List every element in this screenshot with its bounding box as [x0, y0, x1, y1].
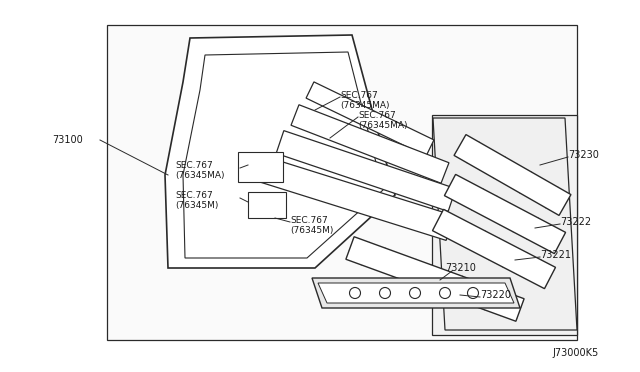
Circle shape — [349, 288, 360, 298]
Text: J73000K5: J73000K5 — [552, 348, 598, 358]
Text: SEC.767: SEC.767 — [175, 160, 212, 170]
Text: 73221: 73221 — [540, 250, 571, 260]
Polygon shape — [291, 105, 449, 183]
Polygon shape — [433, 118, 577, 330]
Polygon shape — [107, 25, 577, 340]
Text: (76345MA): (76345MA) — [358, 121, 408, 129]
Text: SEC.767: SEC.767 — [358, 110, 396, 119]
Text: 73220: 73220 — [480, 290, 511, 300]
Text: 73210: 73210 — [445, 263, 476, 273]
Text: (76345MA): (76345MA) — [175, 170, 225, 180]
Text: SEC.767: SEC.767 — [290, 215, 328, 224]
Polygon shape — [454, 135, 571, 215]
Text: 73100: 73100 — [52, 135, 83, 145]
Polygon shape — [276, 131, 456, 211]
Polygon shape — [433, 209, 556, 289]
Polygon shape — [432, 115, 577, 335]
Circle shape — [440, 288, 451, 298]
Text: SEC.767: SEC.767 — [175, 190, 212, 199]
Polygon shape — [306, 82, 434, 156]
Text: SEC.767: SEC.767 — [340, 90, 378, 99]
Polygon shape — [238, 152, 283, 182]
Text: (76345M): (76345M) — [175, 201, 218, 209]
Circle shape — [467, 288, 479, 298]
Circle shape — [410, 288, 420, 298]
Text: (76345M): (76345M) — [290, 225, 333, 234]
Polygon shape — [183, 52, 383, 258]
Circle shape — [380, 288, 390, 298]
Polygon shape — [346, 237, 524, 321]
Text: 73222: 73222 — [560, 217, 591, 227]
Polygon shape — [165, 35, 395, 268]
Polygon shape — [444, 174, 566, 254]
Polygon shape — [318, 283, 514, 303]
Text: (76345MA): (76345MA) — [340, 100, 390, 109]
Polygon shape — [312, 278, 520, 308]
Polygon shape — [261, 158, 454, 240]
Text: 73230: 73230 — [568, 150, 599, 160]
Polygon shape — [248, 192, 286, 218]
